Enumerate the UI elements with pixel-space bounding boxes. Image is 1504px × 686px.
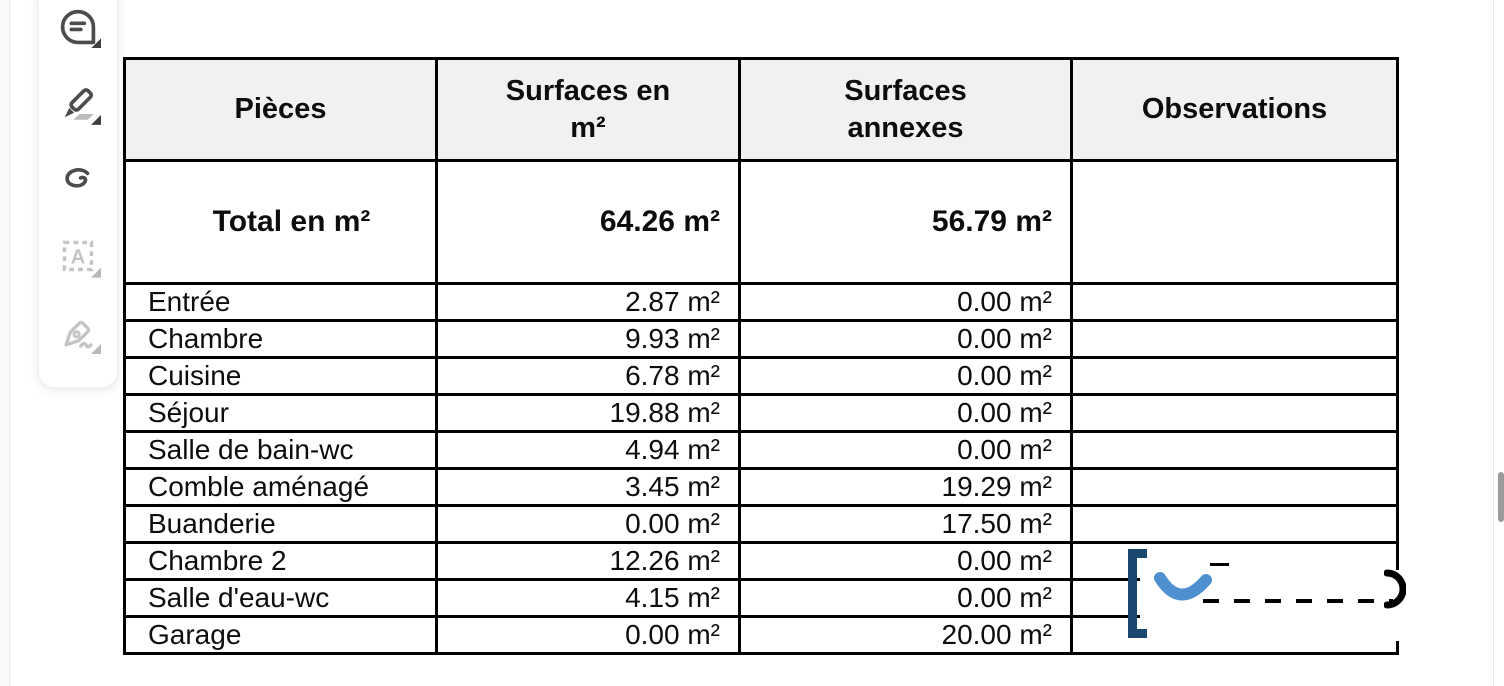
observation-cell [1070,282,1399,322]
piece-cell: Chambre 2 [123,541,438,581]
observation-cell [1070,319,1399,359]
annexe-cell: 0.00 m² [738,319,1073,359]
signature-pen-icon [64,320,93,349]
text-tool-button[interactable]: A [54,234,102,278]
table-row: Buanderie 0.00 m² 17.50 m² [123,504,1399,544]
table-row: Chambre 9.93 m² 0.00 m² [123,319,1399,359]
surface-cell: 4.15 m² [435,578,741,618]
surface-cell: 2.87 m² [435,282,741,322]
lasso-draw-icon [65,168,90,188]
header-surfaces-label: Surfaces en m² [505,75,671,144]
surface-cell: 19.88 m² [435,393,741,433]
annexe-cell: 0.00 m² [738,393,1073,433]
surface-cell: 0.00 m² [435,615,741,655]
piece-cell: Séjour [123,393,438,433]
piece-cell: Salle d'eau-wc [123,578,438,618]
highlighter-tool-button[interactable] [54,81,102,125]
annotation-white-mask [1140,570,1402,641]
highlighter-pencil-icon [64,87,94,120]
comment-icon [60,9,96,45]
header-observations-label: Observations [1141,93,1328,125]
annotation-blue-smile-stroke [1154,572,1212,601]
svg-text:A: A [71,247,86,269]
chevron-corner-icon [91,344,101,355]
annotation-dashed-baseline [1203,599,1393,603]
piece-cell: Garage [123,615,438,655]
annexe-cell: 0.00 m² [738,356,1073,396]
observation-cell [1070,430,1399,470]
surface-cell: 9.93 m² [435,319,741,359]
header-pieces-label: Pièces [234,93,327,125]
annexe-cell: 20.00 m² [738,615,1073,655]
surface-cell: 3.45 m² [435,467,741,507]
total-label-cell: Total en m² [123,159,438,285]
annexe-cell: 19.29 m² [738,467,1073,507]
header-annexes-label: Surfaces annexes [844,75,967,144]
total-annexe-cell: 56.79 m² [738,159,1073,285]
annotation-bracket-arm-top [1128,549,1147,558]
annotation-bracket-arm-bottom [1128,629,1147,638]
comment-tool-button[interactable] [54,5,102,49]
table-header-row: Pièces Surfaces en m² Surfaces annexes O… [123,57,1399,162]
piece-cell: Comble aménagé [123,467,438,507]
annexe-cell: 0.00 m² [738,578,1073,618]
header-observations: Observations [1070,57,1399,162]
total-observation-cell [1070,159,1399,285]
signature-tool-button[interactable] [54,311,102,355]
table-row: Salle de bain-wc 4.94 m² 0.00 m² [123,430,1399,470]
observation-cell [1070,356,1399,396]
surface-cell: 4.94 m² [435,430,741,470]
surface-cell: 12.26 m² [435,541,741,581]
total-surface-cell: 64.26 m² [435,159,741,285]
table-row: Garage 0.00 m² 20.00 m² [123,615,1399,655]
observation-cell [1070,467,1399,507]
chevron-corner-icon [91,114,101,125]
annotation-toolbar: A [38,0,118,388]
piece-cell: Cuisine [123,356,438,396]
observation-cell [1070,504,1399,544]
header-pieces: Pièces [123,57,438,162]
scrollbar-track[interactable] [1493,0,1504,686]
table-row: Entrée 2.87 m² 0.00 m² [123,282,1399,322]
surfaces-table: Pièces Surfaces en m² Surfaces annexes O… [123,57,1399,655]
observation-cell [1070,393,1399,433]
chevron-corner-icon [91,38,101,49]
annexe-cell: 0.00 m² [738,541,1073,581]
table-total-row: Total en m² 64.26 m² 56.79 m² [123,159,1399,285]
annotation-bracket [1128,549,1137,638]
annotation-dash-segment [1210,563,1229,566]
header-annexes: Surfaces annexes [738,57,1073,162]
draw-tool-button[interactable] [54,158,102,202]
annexe-cell: 17.50 m² [738,504,1073,544]
table-row: Séjour 19.88 m² 0.00 m² [123,393,1399,433]
piece-cell: Entrée [123,282,438,322]
piece-cell: Chambre [123,319,438,359]
scrollbar-thumb[interactable] [1498,472,1504,522]
surface-cell: 6.78 m² [435,356,741,396]
window-edge-strip [0,0,10,686]
header-surfaces: Surfaces en m² [435,57,741,162]
piece-cell: Salle de bain-wc [123,430,438,470]
annexe-cell: 0.00 m² [738,430,1073,470]
annexe-cell: 0.00 m² [738,282,1073,322]
piece-cell: Buanderie [123,504,438,544]
surface-cell: 0.00 m² [435,504,741,544]
text-box-icon: A [62,241,94,272]
chevron-corner-icon [91,267,101,278]
annotation-arc-end [1384,569,1406,609]
table-row: Comble aménagé 3.45 m² 19.29 m² [123,467,1399,507]
table-row: Cuisine 6.78 m² 0.00 m² [123,356,1399,396]
